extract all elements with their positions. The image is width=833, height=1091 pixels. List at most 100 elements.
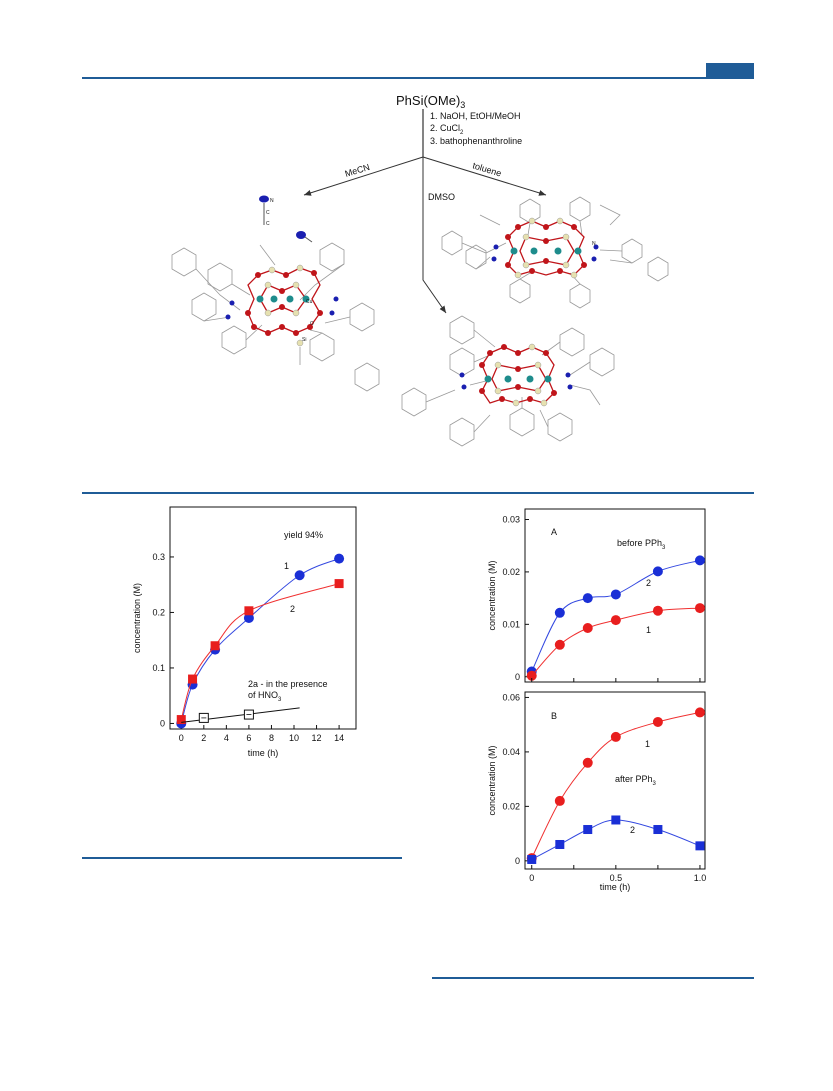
x-tick-label: 6: [246, 733, 251, 743]
data-point-1: [294, 570, 305, 581]
svg-text:Si: Si: [302, 337, 306, 343]
yield-annotation: yield 94%: [284, 530, 323, 540]
data-point-2: [653, 825, 663, 835]
scheme-step-1: 1. NaOH, EtOH/MeOH: [430, 111, 521, 121]
data-point-2: [611, 815, 621, 825]
data-point-2: [188, 674, 198, 684]
svg-text:Cu: Cu: [306, 299, 313, 305]
series-2a-label-line2: of HNO3: [248, 690, 282, 703]
x-tick-label: 10: [289, 733, 299, 743]
data-point-1: [652, 605, 663, 616]
panel-a-series-1-label: 1: [646, 625, 651, 635]
reaction-scheme: PhSi(OMe)3 1. NaOH, EtOH/MeOH 2. CuCl2 3…: [171, 93, 669, 447]
y-tick-label: 0.02: [502, 567, 520, 577]
data-point-2: [334, 579, 344, 589]
x-tick-label: 14: [334, 733, 344, 743]
y-axis-label: concentration (M): [487, 745, 497, 815]
svg-text:C: C: [266, 210, 270, 216]
series-1-label: 1: [284, 561, 289, 571]
svg-text:N: N: [270, 198, 274, 204]
scheme-step-2: 2. CuCl2: [430, 123, 464, 136]
data-point-1: [582, 623, 593, 634]
data-point-1: [243, 613, 254, 623]
x-axis-label: time (h): [248, 748, 279, 758]
section-rule-left-bottom: [82, 857, 402, 859]
data-point-2: [210, 641, 220, 651]
data-point-1: [554, 795, 565, 806]
data-point-1: [334, 553, 345, 564]
data-point-1: [694, 707, 705, 718]
panel-b-series-1-label: 1: [645, 739, 650, 749]
branch-toluene-label: toluene: [471, 160, 502, 178]
panel-b-series-2-label: 2: [630, 825, 635, 835]
kinetics-chart-b: 0 0.02 0.04 0.06 0 0.5 1.0 concentration (M) tim…: [487, 691, 707, 892]
data-point-1: [526, 670, 537, 681]
y-tick-label: 0.04: [502, 747, 520, 757]
cage-molecule-mecn: Cu O Si: [171, 242, 380, 392]
x-tick-label: 2: [201, 733, 206, 743]
x-tick-label: 0: [179, 733, 184, 743]
y-axis-label: concentration (M): [132, 583, 142, 653]
data-point-2: [176, 715, 186, 725]
arrow-dmso: [422, 157, 447, 314]
panel-b-condition: after PPh3: [615, 774, 657, 787]
x-tick-label: 0.5: [610, 873, 623, 883]
series-2a-label-line1: 2a - in the presence: [248, 679, 328, 689]
x-tick-label: 4: [224, 733, 229, 743]
x-axis-label: time (h): [600, 882, 631, 892]
panel-a-series-2-label: 2: [646, 578, 651, 588]
y-axis-label: concentration (M): [487, 560, 497, 630]
header-rule: [82, 77, 754, 79]
data-point-2: [694, 555, 705, 566]
y-tick-label: 0.02: [502, 801, 520, 811]
cage-molecule-toluene: N: [441, 196, 669, 309]
data-point-2: [652, 566, 663, 577]
x-tick-label: 8: [269, 733, 274, 743]
y-tick-label: 0.3: [152, 552, 165, 562]
y-tick-label: 0.2: [152, 607, 165, 617]
data-point-1: [554, 639, 565, 650]
y-tick-label: 0.1: [152, 663, 165, 673]
y-tick-label: 0.01: [502, 619, 520, 629]
section-rule-right-bottom: [432, 977, 754, 979]
data-point-2: [555, 839, 565, 849]
data-point-1: [610, 615, 621, 626]
arrow-mecn: [303, 156, 424, 196]
plot-frame: [524, 508, 706, 683]
y-tick-label: 0.03: [502, 514, 520, 524]
x-tick-label: 1.0: [694, 873, 707, 883]
mecn-molecule: N C C: [259, 195, 313, 243]
data-point-1: [610, 731, 621, 742]
arrow-toluene: [422, 156, 547, 196]
branch-mecn-label: MeCN: [344, 162, 371, 179]
data-point-2: [554, 607, 565, 618]
svg-text:C: C: [266, 221, 270, 227]
data-point-1: [652, 716, 663, 727]
panel-a-condition: before PPh3: [617, 538, 666, 551]
panel-a-label: A: [551, 527, 557, 537]
plot-frame: [169, 506, 357, 730]
section-rule-top: [82, 492, 754, 494]
y-tick-label: 0: [160, 718, 165, 728]
series-2-label: 2: [290, 604, 295, 614]
data-point-1: [694, 603, 705, 614]
x-tick-label: 0: [529, 873, 534, 883]
y-tick-label: 0.06: [502, 692, 520, 702]
data-point-2: [244, 606, 254, 616]
svg-text:N: N: [592, 241, 596, 247]
cage-molecule-dmso: [401, 315, 615, 447]
y-tick-label: 0: [515, 672, 520, 682]
branch-dmso-label: DMSO: [428, 192, 455, 202]
series-line-2: [531, 819, 701, 860]
data-point-2: [610, 589, 621, 600]
x-tick-label: 12: [312, 733, 322, 743]
svg-text:O: O: [310, 321, 314, 327]
data-point-2: [583, 825, 593, 835]
data-point-1: [582, 757, 593, 768]
scheme-step-3: 3. bathophenanthroline: [430, 136, 522, 146]
data-point-2: [527, 854, 537, 864]
y-tick-label: 0: [515, 856, 520, 866]
data-point-2: [582, 593, 593, 604]
